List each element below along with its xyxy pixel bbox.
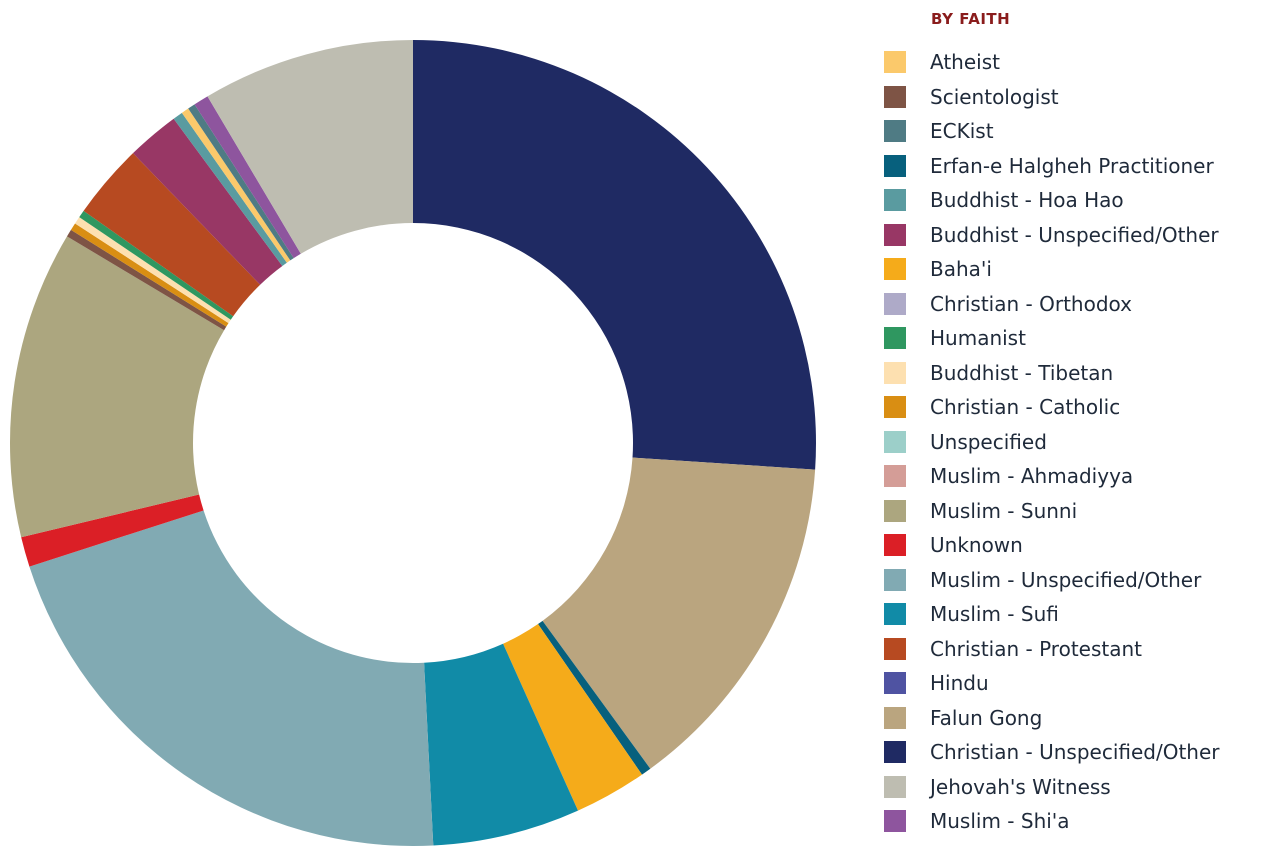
legend-label: Christian - Orthodox <box>930 291 1132 316</box>
slice-muslim-sufi[interactable] <box>424 643 578 846</box>
slice-christian-catholic[interactable] <box>70 223 229 327</box>
legend-item[interactable]: Christian - Orthodox <box>884 287 1220 322</box>
legend-swatch <box>884 85 906 108</box>
legend-label: Muslim - Sufi <box>930 602 1059 627</box>
legend-label: Scientologist <box>930 84 1059 109</box>
legend-swatch <box>884 499 906 522</box>
legend-item[interactable]: ECKist <box>884 114 1220 149</box>
slice-humanist[interactable] <box>79 210 234 320</box>
slice-christian-protestant[interactable] <box>83 153 261 317</box>
slice-atheist[interactable] <box>181 108 291 263</box>
legend-label: Buddhist - Tibetan <box>930 360 1114 385</box>
legend-swatch <box>884 568 906 591</box>
legend-item[interactable]: Jehovah's Witness <box>884 770 1220 805</box>
legend-title: BY FAITH <box>931 10 1011 28</box>
donut-slices <box>9 40 816 846</box>
legend-item[interactable]: Christian - Catholic <box>884 390 1220 425</box>
slice-christian-unspecified-other[interactable] <box>413 40 816 470</box>
legend-label: Buddhist - Hoa Hao <box>930 188 1124 213</box>
slice-falun-gong[interactable] <box>542 457 816 769</box>
slice-unknown[interactable] <box>21 494 204 567</box>
legend-label: Erfan-e Halgheh Practitioner <box>930 153 1214 178</box>
legend-swatch <box>884 810 906 833</box>
legend-swatch <box>884 534 906 557</box>
legend-item[interactable]: Atheist <box>884 45 1220 80</box>
legend-swatch <box>884 189 906 212</box>
slice-muslim-unspecified-other[interactable] <box>29 510 434 846</box>
legend-label: ECKist <box>930 119 994 144</box>
legend-item[interactable]: Buddhist - Unspecified/Other <box>884 218 1220 253</box>
legend-item[interactable]: Humanist <box>884 321 1220 356</box>
legend-label: Hindu <box>930 671 989 696</box>
legend-label: Christian - Protestant <box>930 636 1143 661</box>
legend-item[interactable]: Christian - Protestant <box>884 632 1220 667</box>
legend-swatch <box>884 430 906 453</box>
legend-swatch <box>884 223 906 246</box>
slice-baha-i[interactable] <box>503 624 643 811</box>
legend-item[interactable]: Muslim - Sufi <box>884 597 1220 632</box>
legend-swatch <box>884 465 906 488</box>
slice-buddhist-hoa-hao[interactable] <box>173 112 287 266</box>
legend-label: Baha'i <box>930 257 992 282</box>
legend-swatch <box>884 361 906 384</box>
legend-label: Christian - Catholic <box>930 395 1121 420</box>
legend-label: Buddhist - Unspecified/Other <box>930 222 1219 247</box>
legend-label: Muslim - Shi'a <box>930 809 1070 834</box>
legend-label: Unspecified <box>930 429 1047 454</box>
legend-item[interactable]: Christian - Unspecified/Other <box>884 735 1220 770</box>
legend-label: Unknown <box>930 533 1023 558</box>
legend-swatch <box>884 741 906 764</box>
legend-label: Atheist <box>930 50 1000 75</box>
legend-item[interactable]: Unspecified <box>884 425 1220 460</box>
legend-item[interactable]: Baha'i <box>884 252 1220 287</box>
legend-swatch <box>884 292 906 315</box>
legend-label: Muslim - Ahmadiyya <box>930 464 1134 489</box>
legend-swatch <box>884 396 906 419</box>
legend-item[interactable]: Unknown <box>884 528 1220 563</box>
legend-swatch <box>884 637 906 660</box>
legend-swatch <box>884 51 906 74</box>
legend: Atheist Scientologist ECKist Erfan-e Halghe… <box>884 45 1220 839</box>
legend-swatch <box>884 258 906 281</box>
legend-label: Jehovah's Witness <box>930 774 1111 799</box>
slice-muslim-shi-a[interactable] <box>194 96 301 259</box>
donut-chart <box>9 40 816 846</box>
legend-swatch <box>884 775 906 798</box>
slice-muslim-sunni[interactable] <box>9 236 225 538</box>
slice-scientologist[interactable] <box>66 229 227 331</box>
legend-item[interactable]: Falun Gong <box>884 701 1220 736</box>
legend-label: Falun Gong <box>930 705 1043 730</box>
legend-swatch <box>884 120 906 143</box>
legend-item[interactable]: Buddhist - Hoa Hao <box>884 183 1220 218</box>
legend-item[interactable]: Buddhist - Tibetan <box>884 356 1220 391</box>
legend-item[interactable]: Muslim - Sunni <box>884 494 1220 529</box>
legend-item[interactable]: Muslim - Shi'a <box>884 804 1220 839</box>
legend-item[interactable]: Scientologist <box>884 80 1220 115</box>
legend-item[interactable]: Muslim - Unspecified/Other <box>884 563 1220 598</box>
legend-item[interactable]: Muslim - Ahmadiyya <box>884 459 1220 494</box>
legend-swatch <box>884 672 906 695</box>
legend-swatch <box>884 603 906 626</box>
legend-swatch <box>884 327 906 350</box>
slice-eckist[interactable] <box>188 104 294 261</box>
slice-buddhist-tibetan[interactable] <box>75 217 231 324</box>
legend-swatch <box>884 154 906 177</box>
slice-buddhist-unspecified-other[interactable] <box>133 118 283 285</box>
slice-jehovah-s-witness[interactable] <box>207 40 413 254</box>
legend-item[interactable]: Erfan-e Halgheh Practitioner <box>884 149 1220 184</box>
legend-label: Muslim - Sunni <box>930 498 1078 523</box>
legend-item[interactable]: Hindu <box>884 666 1220 701</box>
legend-label: Humanist <box>930 326 1026 351</box>
legend-swatch <box>884 706 906 729</box>
legend-label: Christian - Unspecified/Other <box>930 740 1220 765</box>
legend-label: Muslim - Unspecified/Other <box>930 567 1202 592</box>
slice-erfan-e-halgheh-practitioner[interactable] <box>538 620 651 775</box>
